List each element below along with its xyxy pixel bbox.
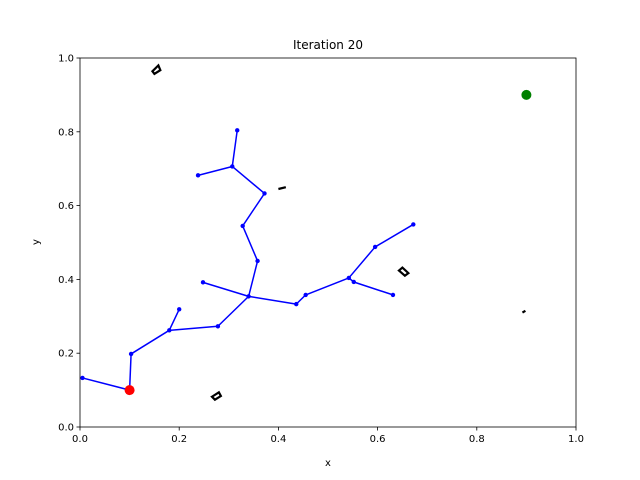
tree-edge	[217, 295, 250, 328]
goal-point	[521, 89, 532, 100]
tree-node	[167, 328, 172, 333]
tree-node	[303, 292, 308, 298]
x-tick-label: 0.2	[171, 434, 187, 445]
obstacle	[150, 63, 162, 76]
tree-edge	[168, 325, 219, 332]
tree-edge	[247, 260, 259, 298]
tree-node	[80, 375, 85, 381]
tree-edge	[168, 308, 180, 332]
x-axis-ticks: 0.0 0.2 0.4 0.6 0.8 1.0	[72, 427, 584, 445]
tree-node	[128, 351, 134, 357]
tree-node	[200, 280, 206, 285]
start-point	[124, 385, 135, 396]
tree-edge	[130, 329, 171, 355]
obstacle	[210, 390, 223, 402]
tree-edge	[241, 225, 259, 262]
tree-node	[294, 301, 299, 307]
tree-node	[240, 223, 245, 229]
axes-frame	[79, 57, 577, 428]
tree-edge	[128, 353, 132, 391]
obstacle	[397, 266, 411, 278]
start-goal-markers	[124, 89, 532, 396]
tree-node	[351, 279, 356, 285]
x-tick-label: 0.0	[72, 434, 88, 445]
tree-node	[411, 222, 416, 227]
y-tick-label: 0.0	[58, 423, 74, 434]
tree-node	[255, 258, 260, 264]
tree-edge	[241, 192, 266, 227]
tree-node	[390, 292, 396, 298]
obstacle	[521, 309, 526, 314]
tree-edge	[197, 165, 234, 177]
obstacle	[278, 186, 287, 191]
y-axis-ticks: 0.0 0.2 0.4 0.6 0.8 1.0	[58, 54, 80, 434]
tree-edge	[202, 281, 250, 298]
y-tick-label: 0.8	[58, 127, 74, 138]
tree-edge	[231, 129, 238, 168]
tree-edge	[304, 277, 350, 296]
tree-node	[177, 307, 182, 312]
tree-edge	[348, 246, 376, 279]
tree-node	[372, 244, 378, 250]
y-axis-label: y	[31, 239, 42, 245]
x-tick-label: 0.4	[270, 434, 286, 445]
tree-node	[230, 164, 235, 169]
tree-node	[215, 324, 221, 329]
tree-node	[235, 128, 240, 133]
tree-node	[195, 173, 201, 178]
y-tick-label: 0.6	[58, 201, 74, 212]
plot-area	[80, 63, 532, 402]
x-axis-label: x	[325, 458, 331, 469]
tree-node	[346, 275, 352, 281]
tree-node	[262, 191, 267, 196]
y-tick-label: 0.2	[58, 349, 74, 360]
tree-edge	[231, 165, 266, 195]
tree-edge	[374, 223, 415, 248]
x-tick-label: 0.8	[469, 434, 485, 445]
y-tick-label: 1.0	[58, 54, 74, 65]
tree-edge	[247, 295, 298, 305]
x-tick-label: 1.0	[568, 434, 584, 445]
x-tick-label: 0.6	[370, 434, 386, 445]
tree-edge	[353, 281, 394, 296]
tree-edge	[81, 377, 131, 391]
tree-node	[246, 294, 251, 299]
tree-edges	[81, 129, 415, 391]
obstacles	[150, 63, 526, 402]
y-tick-label: 0.4	[58, 275, 74, 286]
tree-nodes	[80, 128, 416, 393]
chart-title: Iteration 20	[293, 38, 363, 52]
